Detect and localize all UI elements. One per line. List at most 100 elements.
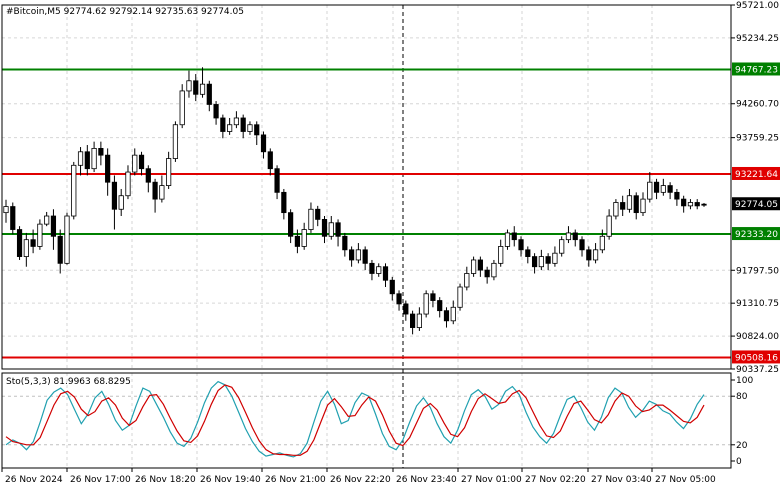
stochastic-tick-label: 100: [736, 376, 753, 386]
stochastic-panel-border: [1, 372, 732, 469]
price-level-tag: [732, 62, 780, 76]
candle-body: [382, 266, 389, 281]
candle-body: [186, 80, 192, 92]
candle-body: [626, 195, 633, 210]
candle-body: [362, 249, 368, 264]
stochastic-main-line: [5, 380, 705, 458]
candle-body: [606, 215, 612, 237]
candle-body: [132, 154, 138, 173]
candle-body: [159, 185, 165, 200]
candle-body: [687, 202, 694, 207]
candle-body: [179, 90, 185, 126]
candle-body: [342, 235, 348, 251]
candle-body: [213, 104, 219, 119]
price-level-label: 90508.16: [735, 353, 778, 363]
y-tick-label: 90337.25: [736, 365, 779, 375]
candle-body: [565, 232, 572, 241]
candle-body: [193, 80, 199, 95]
price-level-label: 92333.20: [735, 230, 778, 240]
time-axis: 26 Nov 2024 26 Nov 17:00 26 Nov 18:20 26 No…: [1, 468, 716, 485]
candle-body: [579, 239, 585, 251]
candle-body: [138, 154, 145, 170]
candle-body: [416, 313, 422, 328]
y-tick-label: 91797.50: [736, 266, 779, 276]
candle-body: [16, 229, 23, 257]
candle-body: [430, 293, 436, 301]
candle-body: [166, 158, 172, 186]
candle-body: [301, 229, 307, 247]
stochastic-panel: 100 80 20 0: [2, 376, 753, 467]
candle-body: [335, 222, 341, 237]
candle-body: [77, 151, 84, 166]
candle-body: [396, 293, 402, 305]
candle-body: [701, 203, 707, 206]
candle-body: [145, 168, 151, 183]
candle-body: [504, 232, 511, 247]
current-price-tag: [732, 197, 780, 211]
candle-body: [125, 171, 131, 197]
candle-body: [247, 124, 253, 132]
stochastic-signal-line: [5, 384, 705, 456]
x-tick-label: 26 Nov 22:20: [330, 475, 391, 485]
x-tick-label: 26 Nov 2024: [5, 475, 63, 485]
candle-body: [681, 198, 687, 207]
candle-body: [44, 215, 50, 225]
x-tick-label: 27 Nov 03:40: [591, 475, 652, 485]
candle-body: [10, 206, 16, 230]
candle-body: [674, 191, 680, 200]
x-tick-label: 27 Nov 05:00: [655, 475, 716, 485]
candle-body: [559, 239, 565, 254]
candle-body: [633, 195, 639, 214]
candle-body: [457, 286, 463, 308]
candle-body: [389, 279, 395, 295]
candle-body: [152, 181, 158, 200]
stochastic-tick-label: 0: [736, 457, 742, 467]
candle-body: [111, 181, 118, 210]
candle-body: [477, 259, 483, 271]
candle-body: [640, 198, 646, 214]
price-level-label: 93221.64: [735, 170, 778, 180]
price-level-label: 94767.23: [735, 65, 778, 75]
y-tick-label: 93759.25: [736, 134, 779, 144]
candle-body: [240, 117, 246, 132]
price-level-tag: [732, 227, 780, 241]
candle-body: [267, 151, 273, 170]
candle-body: [274, 168, 280, 193]
candle-body: [545, 256, 551, 264]
candle-body: [328, 222, 334, 237]
candle-body: [653, 181, 660, 193]
chart-frame: [1, 4, 732, 469]
x-tick-label: 26 Nov 23:40: [396, 475, 457, 485]
candle-body: [538, 256, 544, 268]
y-tick-label: 91310.75: [736, 299, 779, 309]
candle-body: [3, 206, 9, 214]
candle-body: [260, 134, 267, 153]
candle-body: [403, 303, 409, 315]
stochastic-label: Sto(5,3,3) 81.9963 68.8295: [6, 377, 131, 387]
price-level-tag: [732, 350, 780, 364]
stochastic-tick-label: 20: [736, 441, 748, 451]
candle-body: [199, 83, 206, 95]
grid-lines: [2, 4, 731, 468]
candle-body: [491, 262, 497, 278]
candle-body: [518, 239, 524, 251]
candle-body: [206, 83, 212, 105]
candle-body: [613, 202, 619, 217]
price-axis: 95721.00 95234.25 94260.70 93759.25 91797.50…: [731, 1, 779, 375]
price-levels: 94767.23 93221.64 92333.20 90508.16 92774.05: [2, 62, 780, 364]
price-panel-border: [1, 4, 732, 370]
candle-body: [511, 232, 517, 241]
current-price-label: 92774.05: [735, 200, 778, 210]
y-tick-label: 95234.25: [736, 34, 779, 44]
candle-body: [84, 151, 90, 170]
candles: [3, 67, 707, 335]
candle-body: [484, 269, 490, 278]
candle-body: [572, 232, 578, 241]
candle-body: [37, 223, 43, 247]
candle-body: [98, 148, 104, 156]
candle-body: [531, 256, 538, 268]
candle-body: [437, 300, 443, 312]
candle-body: [552, 252, 558, 264]
candle-body: [50, 215, 57, 237]
candle-body: [281, 191, 287, 214]
